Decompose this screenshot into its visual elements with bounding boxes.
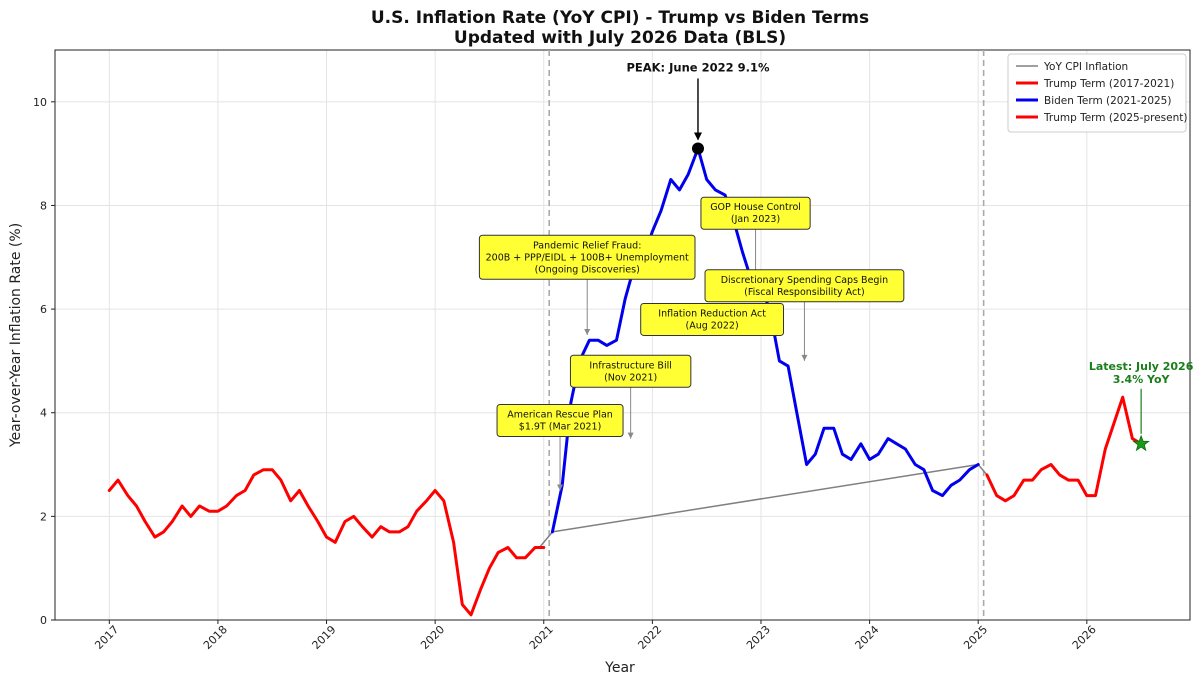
annotation-text-3: Inflation Reduction Act [658, 308, 766, 319]
plot-area: 0 2 4 6 8 10 2017 2018 2019 2020 2021 2022 2023 2024 2… [33, 49, 1194, 652]
annotation-text-3: (Aug 2022) [686, 320, 739, 331]
y-tick-label: 0 [40, 614, 47, 627]
peak-marker [691, 142, 704, 155]
x-tick-label: 2017 [92, 623, 121, 652]
y-tick-label: 2 [40, 510, 47, 523]
x-tick-label: 2023 [744, 623, 773, 652]
annotation-text-1: (Jan 2023) [731, 214, 780, 225]
x-tick-label: 2024 [853, 623, 882, 652]
latest-label-line1: Latest: July 2026 [1089, 360, 1194, 373]
annotation-text-5: American Rescue Plan [507, 410, 613, 421]
x-tick-label: 2022 [635, 623, 664, 652]
y-tick-label: 10 [33, 96, 47, 109]
annotation-arrowhead-0 [584, 329, 591, 335]
x-axis-label: Year [604, 660, 635, 676]
annotation-box-4 [569, 354, 692, 388]
annotation-box-0 [478, 234, 696, 280]
annotation-arrowhead-5 [557, 484, 564, 491]
latest-label-line2: 3.4% YoY [1113, 373, 1171, 386]
annotation-text-4: Infrastructure Bill [589, 360, 671, 371]
legend-box [1007, 53, 1187, 133]
annotation-arrowhead-4 [627, 432, 634, 439]
plot-frame [54, 49, 1191, 621]
annotation-box-3 [640, 302, 785, 336]
annotation-text-1: GOP House Control [710, 202, 801, 213]
annotation-text-2: (Fiscal Responsibility Act) [744, 287, 865, 298]
annotation-text-5: $1.9T (Mar 2021) [519, 422, 602, 433]
annotation-text-0: (Ongoing Discoveries) [535, 264, 640, 275]
annotation-text-4: (Nov 2021) [604, 372, 657, 383]
chart-title: U.S. Inflation Rate (YoY CPI) - Trump vs… [371, 8, 869, 28]
legend-label-2: Biden Term (2021-2025) [1044, 95, 1171, 107]
peak-label: PEAK: June 2022 9.1% [626, 60, 770, 74]
legend-label-3: Trump Term (2025-present) [1043, 112, 1187, 124]
x-tick-label: 2026 [1070, 623, 1099, 652]
y-tick-label: 6 [40, 303, 47, 316]
legend-label-1: Trump Term (2017-2021) [1043, 78, 1174, 90]
annotation-box-1 [700, 196, 811, 230]
annotation-box-5 [496, 404, 624, 437]
annotation-box-2 [704, 269, 905, 303]
legend-label-0: YoY CPI Inflation [1043, 61, 1128, 73]
series-line-3 [985, 395, 1143, 503]
y-tick-label: 8 [40, 199, 47, 212]
annotation-text-0: 200B + PPP/EIDL + 100B+ Unemployment [486, 252, 689, 263]
x-tick-label: 2019 [310, 623, 339, 652]
chart-subtitle: Updated with July 2026 Data (BLS) [454, 28, 786, 48]
annotation-text-0: Pandemic Relief Fraud: [533, 240, 641, 251]
annotation-arrowhead-2 [801, 354, 808, 361]
x-tick-label: 2018 [201, 623, 230, 652]
x-tick-label: 2025 [961, 623, 990, 652]
y-axis-label: Year-over-Year Inflation Rate (%) [8, 223, 24, 448]
y-tick-label: 4 [40, 407, 47, 420]
series-line-1 [107, 468, 546, 617]
latest-star-marker [1132, 434, 1150, 452]
x-tick-label: 2020 [418, 623, 447, 652]
x-tick-label: 2021 [527, 623, 556, 652]
annotation-text-2: Discretionary Spending Caps Begin [721, 275, 888, 286]
series-line-0 [538, 463, 988, 549]
peak-arrowhead [693, 132, 702, 141]
